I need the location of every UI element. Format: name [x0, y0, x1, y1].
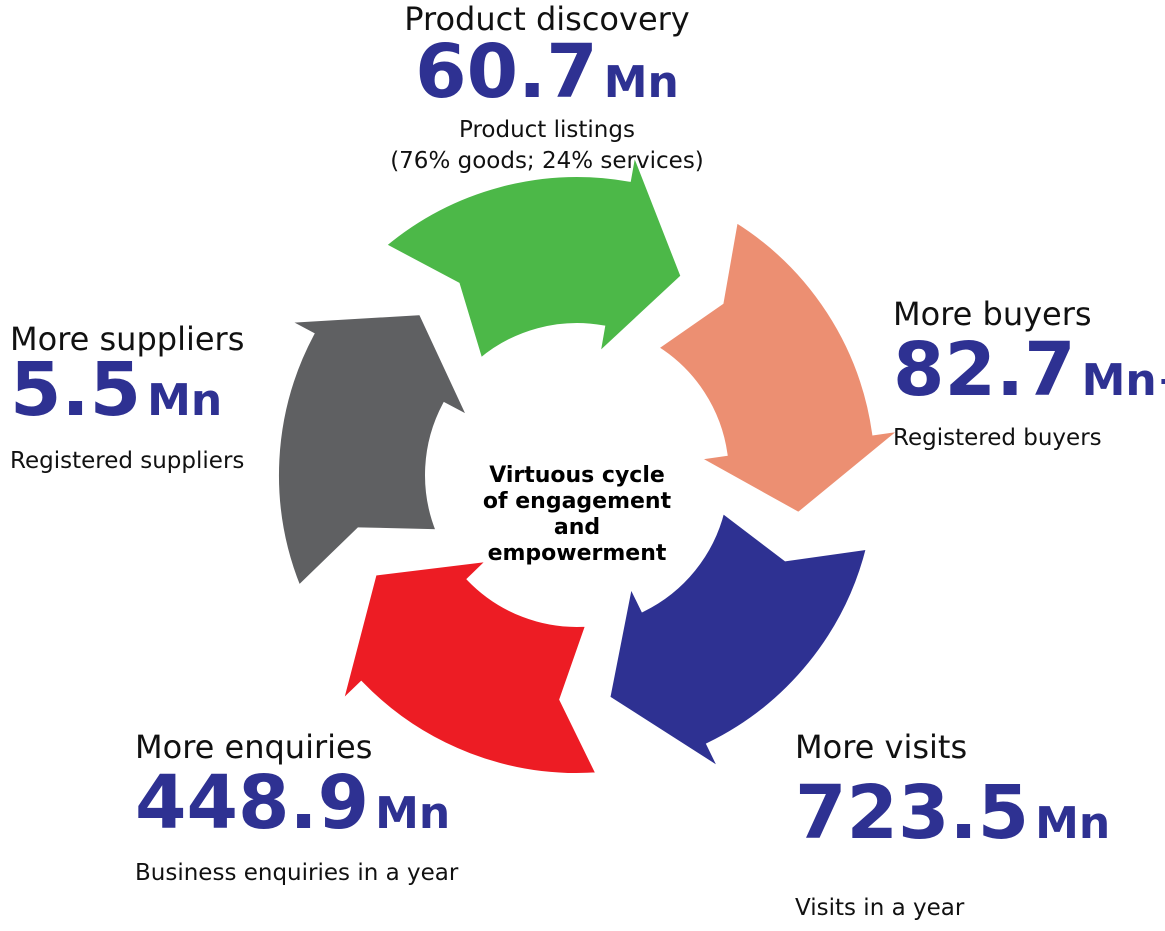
value-number: 60.7	[415, 29, 598, 115]
node-title: More visits	[795, 728, 967, 766]
node-value: 448.9 Mn	[135, 760, 450, 846]
node-value: 60.7 Mn	[415, 29, 679, 115]
cycle-arrow	[275, 311, 474, 591]
node-title: Product discovery	[404, 0, 689, 38]
cycle-arrow	[652, 217, 909, 517]
node-description: (76% goods; 24% services)	[390, 148, 704, 174]
value-number: 448.9	[135, 760, 369, 846]
value-number: 723.5	[795, 770, 1029, 856]
node-value: 723.5 Mn	[795, 770, 1110, 856]
center-label: of engagement	[483, 489, 672, 514]
value-number: 5.5	[10, 347, 141, 433]
node-title: More suppliers	[10, 320, 244, 358]
node-description: Registered buyers	[893, 425, 1102, 451]
node-description: Visits in a year	[795, 895, 965, 921]
cycle-arrow	[337, 556, 602, 777]
value-unit: Mn	[147, 375, 222, 426]
center-label: Virtuous cycle	[489, 463, 665, 488]
value-number: 82.7	[893, 327, 1076, 413]
value-unit: Mn+	[1082, 355, 1165, 406]
center-label: and	[554, 515, 600, 540]
node-description: Registered suppliers	[10, 448, 244, 474]
node-value: 82.7Mn+	[893, 327, 1165, 413]
value-unit: Mn	[375, 788, 450, 839]
cycle-ring	[275, 144, 909, 777]
value-unit: Mn	[604, 57, 679, 108]
cycle-arrow	[606, 507, 871, 776]
node-description: Business enquiries in a year	[135, 860, 459, 886]
cycle-arrow	[380, 144, 685, 364]
center-label: empowerment	[488, 541, 667, 566]
node-title: More buyers	[893, 295, 1092, 333]
node-value: 5.5 Mn	[10, 347, 222, 433]
node-description: Product listings	[459, 117, 635, 143]
value-unit: Mn	[1035, 798, 1110, 849]
node-title: More enquiries	[135, 728, 372, 766]
